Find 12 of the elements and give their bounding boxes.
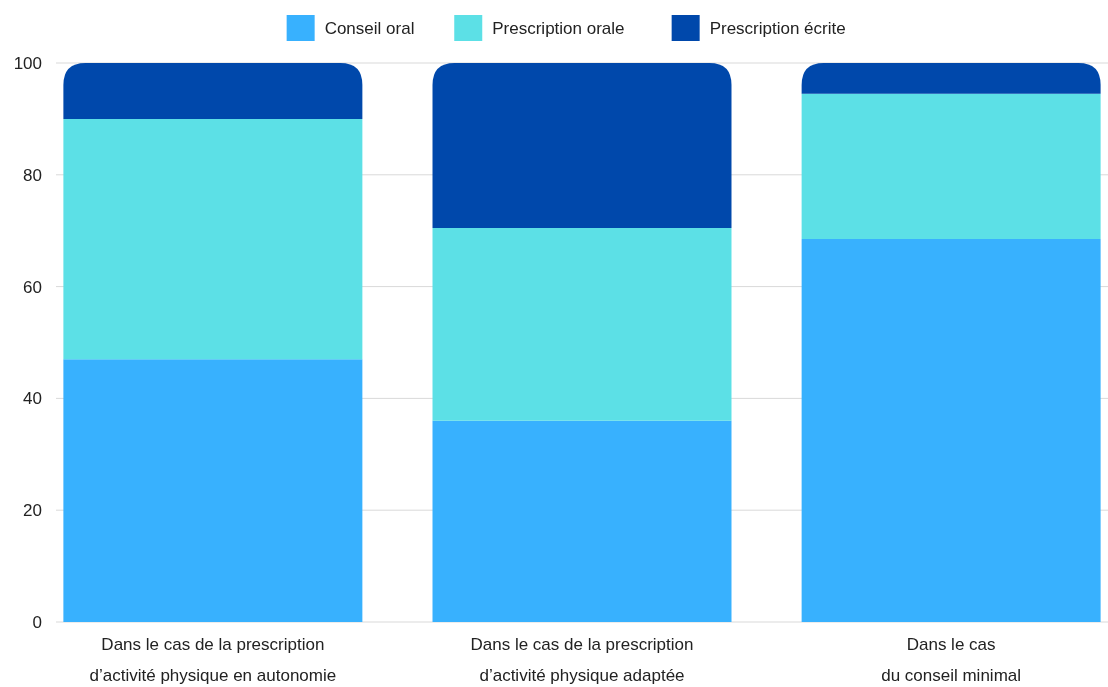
legend-label: Prescription écrite bbox=[709, 18, 846, 38]
y-tick-label: 100 bbox=[13, 53, 42, 73]
legend-label: Prescription orale bbox=[492, 18, 625, 38]
y-tick-label: 80 bbox=[23, 165, 42, 185]
x-tick-label: Dans le cas du conseil minimal bbox=[881, 635, 1022, 685]
y-tick-label: 60 bbox=[23, 277, 42, 297]
x-tick-label: Dans le cas de la prescription d’activité physique en autonomie bbox=[89, 635, 337, 685]
x-tick-label: Dans le cas de la prescription d’activité physique adaptée bbox=[470, 635, 694, 685]
y-tick-label: 40 bbox=[23, 389, 42, 409]
legend-label: Conseil oral bbox=[324, 18, 415, 38]
y-tick-label: 0 bbox=[32, 612, 42, 632]
y-tick-label: 20 bbox=[23, 501, 42, 521]
